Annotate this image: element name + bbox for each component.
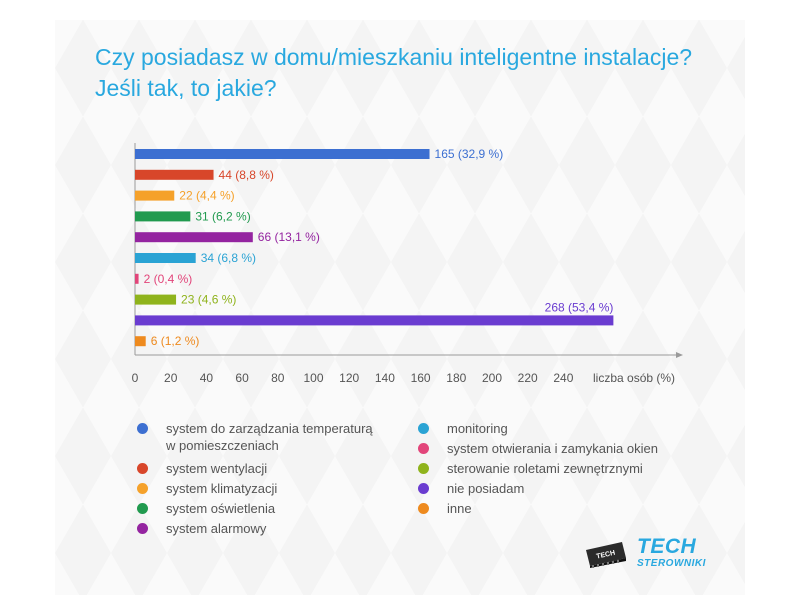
title-line-1: Czy posiadasz w domu/mieszkaniu intelige… — [95, 44, 693, 70]
legend-label: system do zarządzania temperaturą w pomi… — [166, 421, 373, 453]
x-tick-label: 160 — [411, 371, 431, 385]
x-axis-arrow — [676, 352, 683, 358]
legend-swatch — [137, 463, 148, 474]
legend-item: sterowanie roletami zewnętrznymi — [418, 460, 667, 477]
bar — [135, 211, 191, 222]
legend-swatch — [418, 463, 429, 474]
legend-label: nie posiadam — [447, 481, 525, 496]
x-tick-label: 80 — [271, 371, 285, 385]
bar-value-label: 66 (13,1 %) — [258, 230, 320, 244]
legend-item: system oświetlenia — [137, 500, 386, 517]
logo-main-text: TECH — [637, 535, 697, 558]
x-axis-label: liczba osób (%) — [593, 371, 675, 385]
legend-swatch — [137, 503, 148, 514]
x-tick-label: 100 — [303, 371, 323, 385]
legend-item: system otwierania i zamykania okien — [418, 440, 667, 457]
legend-item: system alarmowy — [137, 520, 386, 537]
bar — [135, 336, 146, 347]
bar — [135, 169, 214, 180]
bar-value-label: 22 (4,4 %) — [179, 189, 234, 203]
legend-item: system wentylacji — [137, 460, 386, 477]
legend-label: system otwierania i zamykania okien — [447, 441, 658, 456]
tech-logo: TECH TECH STEROWNIKI — [582, 536, 712, 576]
legend-label: system klimatyzacji — [166, 481, 278, 496]
logo-text: TECH STEROWNIKI — [637, 536, 706, 570]
x-tick-label: 200 — [482, 371, 502, 385]
legend-item: system klimatyzacji — [137, 480, 386, 497]
legend-swatch — [418, 423, 429, 434]
legend-item: nie posiadam — [418, 480, 667, 497]
bar-value-label: 31 (6,2 %) — [195, 209, 250, 223]
x-tick-label: 240 — [553, 371, 573, 385]
x-tick-label: 220 — [518, 371, 538, 385]
x-tick-label: 20 — [164, 371, 178, 385]
bar — [135, 273, 139, 284]
chip-icon: TECH — [586, 542, 626, 568]
legend-item: system do zarządzania temperaturą w pomi… — [137, 420, 386, 454]
legend-label: system alarmowy — [166, 521, 267, 536]
bar-chart: 0 20 40 60 80 100 120 140 160 180 200 220 240 liczba … — [132, 143, 683, 385]
bar — [135, 253, 196, 263]
bar-value-label: 44 (8,8 %) — [219, 168, 274, 182]
logo-sub-text: STEROWNIKI — [637, 558, 706, 569]
bar-value-label: 6 (1,2 %) — [151, 334, 200, 348]
legend-swatch — [137, 483, 148, 494]
bar-value-label: 23 (4,6 %) — [181, 293, 236, 307]
chart-title: Czy posiadasz w domu/mieszkaniu intelige… — [95, 42, 745, 104]
bar-value-label: 268 (53,4 %) — [545, 300, 614, 314]
bar-value-label: 34 (6,8 %) — [201, 251, 256, 265]
bar — [135, 294, 177, 305]
legend-swatch — [418, 503, 429, 514]
legend-label: system oświetlenia — [166, 501, 276, 516]
legend-label: sterowanie roletami zewnętrznymi — [447, 461, 643, 476]
x-tick-label: 120 — [339, 371, 359, 385]
legend-label: inne — [447, 501, 472, 516]
x-tick-label: 40 — [200, 371, 214, 385]
x-tick-label: 0 — [132, 371, 139, 385]
legend-swatch — [137, 423, 148, 434]
bar — [135, 149, 430, 159]
legend-label: system wentylacji — [166, 461, 268, 476]
bar-value-label: 165 (32,9 %) — [435, 147, 504, 161]
bar-value-label: 2 (0,4 %) — [144, 272, 193, 286]
x-tick-label: 180 — [446, 371, 466, 385]
legend-item: inne — [418, 500, 667, 517]
legend-item: monitoring — [418, 420, 667, 437]
legend-swatch — [137, 523, 148, 534]
title-line-2: Jeśli tak, to jakie? — [95, 75, 277, 101]
chart-card — [55, 20, 745, 595]
legend-label: monitoring — [447, 421, 508, 436]
legend-swatch — [418, 483, 429, 494]
legend-swatch — [418, 443, 429, 454]
x-tick-label: 60 — [235, 371, 249, 385]
bar — [135, 232, 253, 243]
x-tick-label: 140 — [375, 371, 395, 385]
bar — [135, 315, 614, 326]
chip-text: TECH — [596, 550, 616, 561]
bar — [135, 190, 175, 201]
